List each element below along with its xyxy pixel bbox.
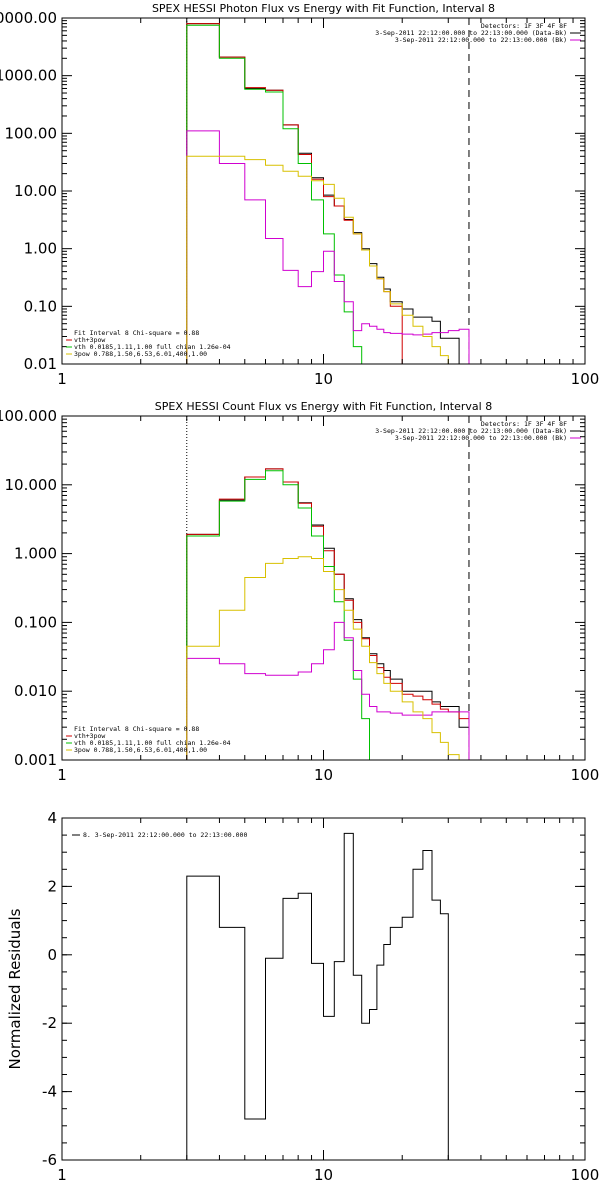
y-tick-label: 0 bbox=[47, 946, 57, 964]
y-tick-label: -6 bbox=[42, 1151, 57, 1169]
x-tick-label: 1 bbox=[57, 1166, 67, 1184]
legend-bottom-entry: 3pow 0.788,1.50,6.53,6.01,400,1.00 bbox=[74, 350, 207, 358]
legend-top-entry: Detectors: 1F 3F 4F 8F bbox=[481, 420, 567, 428]
x-tick-label: 1 bbox=[57, 766, 67, 784]
legend-top-entry: 3-Sep-2011 22:12:00.000 to 22:13:00.000 … bbox=[375, 427, 567, 435]
data-series-0 bbox=[186, 468, 470, 760]
x-tick-label: 100 bbox=[571, 370, 600, 388]
data-series-2 bbox=[186, 24, 363, 364]
y-tick-label: 10000.00 bbox=[0, 9, 57, 27]
y-tick-label: 1000.00 bbox=[0, 67, 57, 85]
data-series-0 bbox=[186, 832, 449, 1160]
legend-bottom-entry: vth 0.0185,1.11,1.00 full chian 1.26e-04 bbox=[74, 739, 231, 747]
data-series-3 bbox=[186, 130, 470, 364]
legend-bottom-entry: Fit Interval 8 Chi-square = 0.88 bbox=[74, 725, 199, 733]
legend-bottom-entry: 3pow 0.788,1.50,6.53,6.01,400,1.00 bbox=[74, 746, 207, 754]
y-tick-label: 0.01 bbox=[24, 355, 57, 373]
x-tick-label: 1 bbox=[57, 370, 67, 388]
legend-top-entry: 3-Sep-2011 22:12:00.000 to 22:13:00.000 … bbox=[375, 29, 567, 37]
data-series-4 bbox=[186, 155, 449, 364]
x-tick-label: 10 bbox=[314, 370, 333, 388]
y-tick-label: 2 bbox=[47, 877, 57, 895]
photon-flux-panel: SPEX HESSI Photon Flux vs Energy with Fi… bbox=[0, 2, 600, 388]
y-tick-label: -4 bbox=[42, 1083, 57, 1101]
legend-bottom-entry: vth+3pow bbox=[74, 732, 105, 740]
count-flux-panel: SPEX HESSI Count Flux vs Energy with Fit… bbox=[0, 400, 600, 784]
x-tick-label: 100 bbox=[571, 766, 600, 784]
x-tick-label: 10 bbox=[314, 766, 333, 784]
legend-top-entry: Detectors: 1F 3F 4F 8F bbox=[481, 22, 567, 30]
y-tick-label: 100.000 bbox=[0, 407, 57, 425]
y-tick-label: 100.00 bbox=[5, 124, 58, 142]
chart-title: SPEX HESSI Count Flux vs Energy with Fit… bbox=[155, 400, 492, 413]
plot-frame bbox=[61, 415, 586, 761]
y-tick-label: 1.00 bbox=[24, 240, 57, 258]
y-tick-label: 10.000 bbox=[5, 476, 58, 494]
y-tick-label: 4 bbox=[47, 809, 57, 827]
legend-top-entry: 3-Sep-2011 22:12:00.000 to 22:13:00.000 … bbox=[395, 36, 567, 44]
y-axis-label: Normalized Residuals bbox=[6, 908, 24, 1069]
y-tick-label: -2 bbox=[42, 1014, 57, 1032]
legend-bottom-entry: Fit Interval 8 Chi-square = 0.88 bbox=[74, 329, 199, 337]
y-tick-label: 0.001 bbox=[14, 751, 57, 769]
x-tick-label: 10 bbox=[314, 1166, 333, 1184]
legend-top-entry: 3-Sep-2011 22:12:00.000 to 22:13:00.000 … bbox=[395, 434, 567, 442]
data-series-1 bbox=[186, 468, 470, 760]
data-series-3 bbox=[186, 621, 470, 760]
y-tick-label: 0.010 bbox=[14, 682, 57, 700]
y-tick-label: 10.00 bbox=[14, 182, 57, 200]
residual-legend-entry: 8. 3-Sep-2011 22:12:00.000 to 22:13:00.0… bbox=[83, 831, 247, 839]
data-series-4 bbox=[186, 556, 460, 760]
y-tick-label: 0.10 bbox=[24, 297, 57, 315]
residuals-panel: 1 10 100 -6 -4 -2 0 2 4 Normalized Residuals 8. 3-… bbox=[6, 809, 600, 1184]
legend-bottom-entry: vth+3pow bbox=[74, 336, 105, 344]
x-tick-label: 100 bbox=[571, 1166, 600, 1184]
legend-bottom-entry: vth 0.0185,1.11,1.00 full chian 1.26e-04 bbox=[74, 343, 231, 351]
y-tick-label: 1.000 bbox=[14, 545, 57, 563]
y-tick-label: 0.100 bbox=[14, 613, 57, 631]
chart-title: SPEX HESSI Photon Flux vs Energy with Fi… bbox=[152, 2, 495, 15]
data-series-2 bbox=[186, 470, 378, 760]
